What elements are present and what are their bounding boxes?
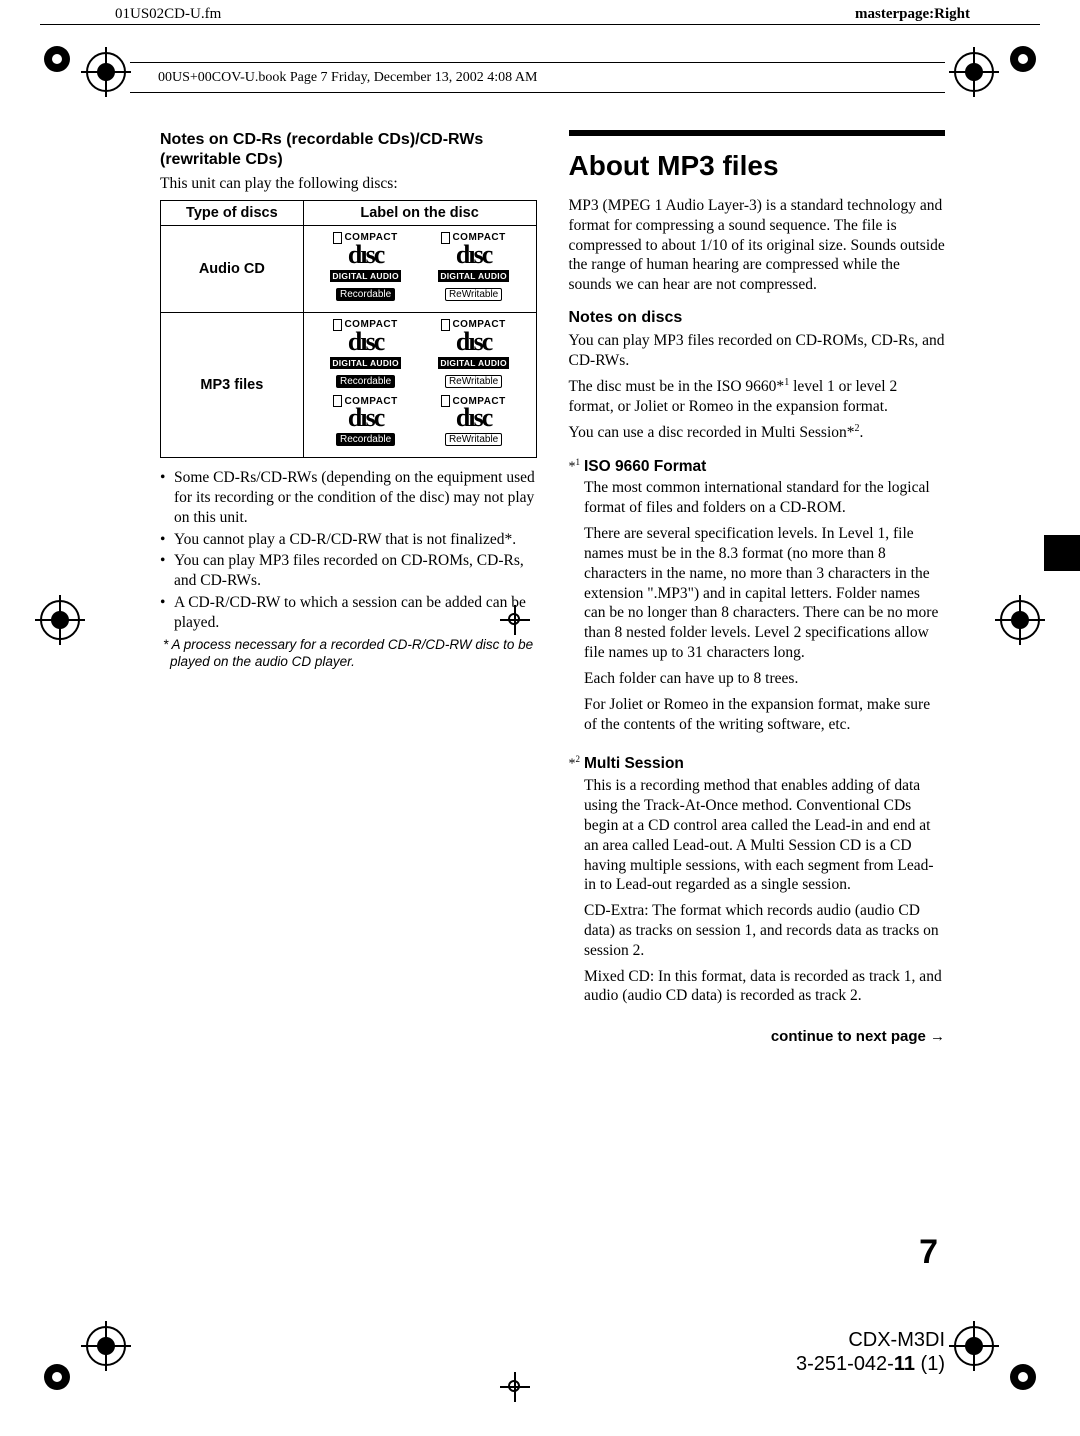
footer-part: 3-251-042-11 (1) (796, 1352, 945, 1376)
left-column: Notes on CD-Rs (recordable CDs)/CD-RWs (… (160, 130, 537, 1156)
list-item: You can play MP3 files recorded on CD-RO… (160, 551, 537, 591)
registration-mark-icon (954, 1326, 994, 1366)
registration-mark-icon (86, 52, 126, 92)
page-header: 01US02CD-U.fm masterpage:Right (115, 6, 970, 23)
left-footnote: * A process necessary for a recorded CD-… (160, 637, 537, 671)
iso9660-p2: There are several specification levels. … (584, 524, 945, 663)
cd-logo-recordable: COMPACT dıѕс DIGITAL AUDIO Recordable (324, 232, 408, 302)
right-title: About MP3 files (569, 150, 946, 182)
crop-mark-icon (1010, 46, 1036, 72)
iso9660-p1: The most common international standard f… (584, 478, 945, 518)
registration-mark-icon (954, 52, 994, 92)
side-thumb-tab (1044, 535, 1080, 571)
bookinfo-text: 00US+00COV-U.book Page 7 Friday, Decembe… (158, 70, 537, 86)
right-column: About MP3 files MP3 (MPEG 1 Audio Layer-… (569, 130, 946, 1156)
table-header-label: Label on the disc (303, 200, 536, 225)
title-rule (569, 130, 946, 136)
table-header-type: Type of discs (161, 200, 304, 225)
footer-model-info: CDX-M3DI 3-251-042-11 (1) (796, 1328, 945, 1376)
multisession-title: Multi Session (584, 754, 945, 774)
multisession-p1: This is a recording method that enables … (584, 776, 945, 895)
cd-logo-recordable-plain: COMPACT dıѕс Recordable (324, 395, 408, 447)
cd-logo-rewritable-plain: COMPACT dıѕс ReWritable (432, 395, 516, 447)
list-item: A CD-R/CD-RW to which a session can be a… (160, 593, 537, 633)
left-heading: Notes on CD-Rs (recordable CDs)/CD-RWs (… (160, 130, 537, 170)
multisession-p3: Mixed CD: In this format, data is record… (584, 967, 945, 1007)
notes-p3: You can use a disc recorded in Multi Ses… (569, 423, 946, 443)
bookinfo-top-rule (130, 62, 945, 63)
table-cell-mp3-logos: COMPACT dıѕс DIGITAL AUDIO Recordable CO… (303, 312, 536, 457)
table-cell-audiocd-logos: COMPACT dıѕс DIGITAL AUDIO Recordable CO… (303, 225, 536, 312)
header-right: masterpage:Right (855, 6, 970, 23)
page-top-rule (40, 24, 1040, 25)
notes-p1: You can play MP3 files recorded on CD-RO… (569, 331, 946, 371)
cd-logo-recordable: COMPACT dıѕс DIGITAL AUDIO Recordable (324, 319, 408, 389)
intro-paragraph: MP3 (MPEG 1 Audio Layer-3) is a standard… (569, 196, 946, 295)
content-area: Notes on CD-Rs (recordable CDs)/CD-RWs (… (160, 130, 945, 1156)
crop-mark-icon (44, 1364, 70, 1390)
iso9660-p3: Each folder can have up to 8 trees. (584, 669, 945, 689)
cd-logo-rewritable: COMPACT dıѕс DIGITAL AUDIO ReWritable (432, 319, 516, 389)
header-left: 01US02CD-U.fm (115, 6, 221, 23)
left-lead: This unit can play the following discs: (160, 174, 537, 194)
registration-mark-icon (40, 600, 80, 640)
notes-on-discs-heading: Notes on discs (569, 309, 946, 327)
registration-mark-icon (1000, 600, 1040, 640)
table-row-header-audiocd: Audio CD (161, 225, 304, 312)
bookinfo-bottom-rule (130, 92, 945, 93)
iso9660-p4: For Joliet or Romeo in the expansion for… (584, 695, 945, 735)
footnote-block-2: *2 Multi Session This is a recording met… (569, 754, 946, 1012)
footnote-marker: *2 (569, 754, 581, 1012)
iso9660-title: ISO 9660 Format (584, 457, 945, 477)
continue-next-page: continue to next page → (569, 1028, 946, 1045)
registration-mark-icon (86, 1326, 126, 1366)
cd-logo-rewritable: COMPACT dıѕс DIGITAL AUDIO ReWritable (432, 232, 516, 302)
crop-mark-icon (44, 46, 70, 72)
footnote-block-1: *1 ISO 9660 Format The most common inter… (569, 457, 946, 741)
center-cross-icon (500, 1372, 530, 1402)
crop-mark-icon (1010, 1364, 1036, 1390)
disc-table: Type of discs Label on the disc Audio CD… (160, 200, 537, 458)
multisession-p2: CD-Extra: The format which records audio… (584, 901, 945, 960)
table-row-header-mp3: MP3 files (161, 312, 304, 457)
page-number: 7 (919, 1233, 938, 1272)
left-bullet-list: Some CD-Rs/CD-RWs (depending on the equi… (160, 468, 537, 633)
footer-model: CDX-M3DI (796, 1328, 945, 1352)
footnote-marker: *1 (569, 457, 581, 741)
list-item: You cannot play a CD-R/CD-RW that is not… (160, 530, 537, 550)
list-item: Some CD-Rs/CD-RWs (depending on the equi… (160, 468, 537, 527)
notes-p2: The disc must be in the ISO 9660*1 level… (569, 377, 946, 417)
